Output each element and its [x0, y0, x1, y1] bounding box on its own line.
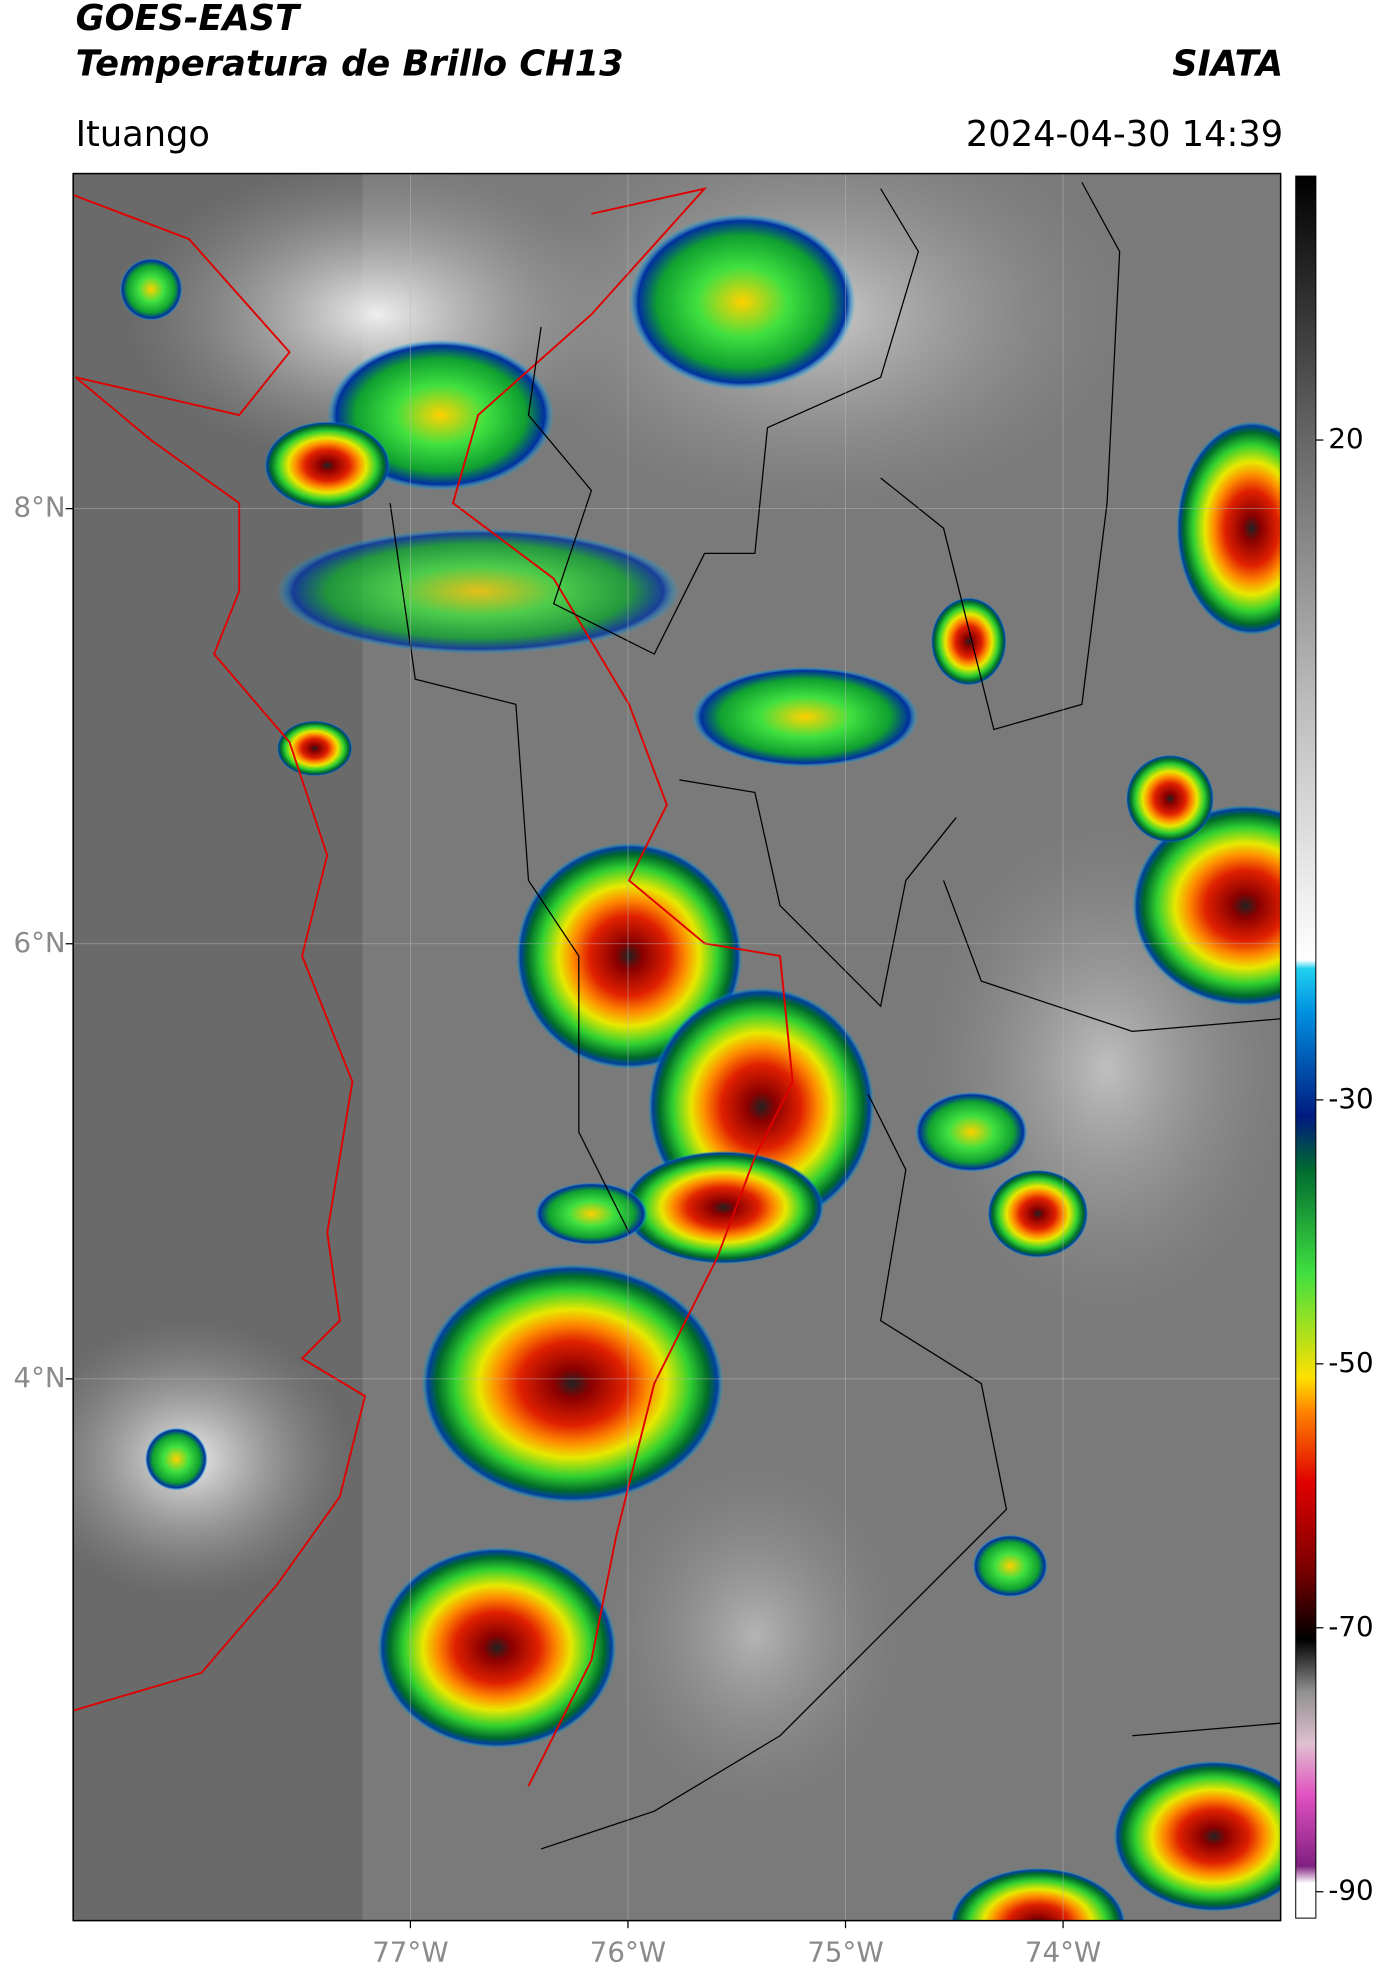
colorbar-tick-label: 20 [1328, 422, 1363, 455]
y-tick-label: 6°N [14, 926, 66, 959]
x-tick-label: 77°W [372, 1935, 448, 1968]
source: SIATA [1172, 43, 1283, 84]
timestamp: 2024-04-30 14:39 [966, 114, 1283, 155]
x-tick-label: 74°W [1025, 1935, 1101, 1968]
colorbar-tick-label: -50 [1328, 1346, 1373, 1379]
colorbar-tick-label: -90 [1328, 1874, 1373, 1907]
map-grid [73, 173, 1281, 1921]
location: Ituango [76, 114, 210, 155]
colorbar [1295, 175, 1317, 1919]
map-frame [72, 172, 1282, 1922]
y-tick-label: 8°N [14, 491, 66, 524]
x-tick-label: 75°W [807, 1935, 883, 1968]
title: GOES-EAST [76, 0, 302, 39]
y-tick-label: 4°N [14, 1361, 66, 1394]
x-tick-label: 76°W [590, 1935, 666, 1968]
subtitle: Temperatura de Brillo CH13 [76, 43, 624, 84]
colorbar-tick-label: -70 [1328, 1610, 1373, 1643]
satellite-image [73, 173, 1281, 1921]
colorbar-tick-label: -30 [1328, 1082, 1373, 1115]
